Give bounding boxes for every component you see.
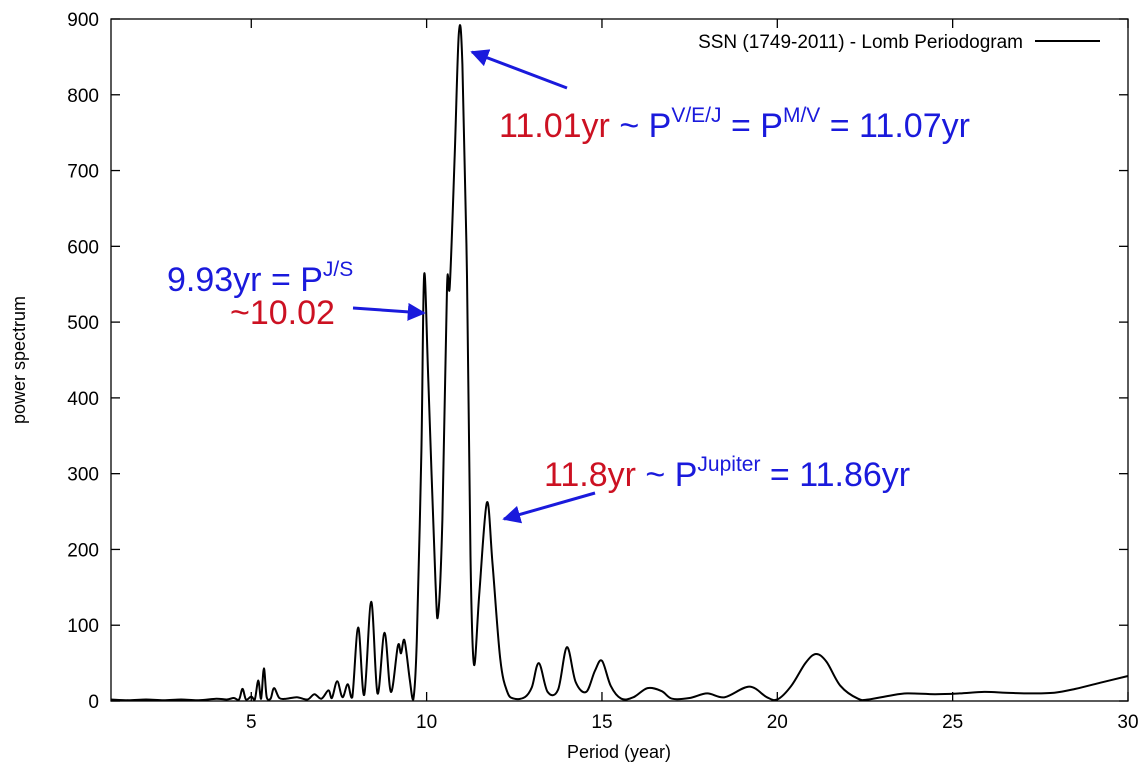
y-tick-label: 200: [67, 540, 99, 561]
x-tick-label: 10: [416, 712, 437, 733]
x-tick-label: 15: [591, 712, 612, 733]
annotation-secondary-peak: 9.93yr = PJ/S ~10.02: [167, 258, 426, 332]
legend: SSN (1749-2011) - Lomb Periodogram: [698, 32, 1100, 53]
y-axis-ticks: 0 100 200 300 400 500 600 700 800 900: [67, 10, 1128, 713]
annotation-secondary-peak-line2: ~10.02: [230, 294, 335, 332]
y-tick-label: 500: [67, 313, 99, 334]
y-tick-label: 100: [67, 616, 99, 637]
x-axis-ticks: 5 10 15 20 25 30: [246, 19, 1139, 733]
annotation-jupiter-peak: 11.8yr ~ PJupiter = 11.86yr: [502, 453, 910, 524]
x-tick-label: 25: [942, 712, 963, 733]
y-tick-label: 900: [67, 10, 99, 31]
y-tick-label: 0: [88, 692, 99, 713]
series-line: [110, 24, 1129, 702]
x-tick-label: 5: [246, 712, 257, 733]
y-tick-label: 600: [67, 237, 99, 258]
y-tick-label: 700: [67, 162, 99, 183]
y-axis-label: power spectrum: [9, 296, 29, 424]
annotation-secondary-peak-arrow: [352, 302, 426, 321]
annotation-main-peak-arrow: [470, 49, 568, 90]
x-tick-label: 20: [767, 712, 788, 733]
annotation-main-peak: 11.01yr ~ PV/E/J = PM/V = 11.07yr: [470, 49, 970, 145]
x-tick-label: 30: [1117, 712, 1138, 733]
plot-frame: [110, 18, 1129, 702]
y-tick-label: 800: [67, 86, 99, 107]
annotation-main-peak-text: 11.01yr ~ PV/E/J = PM/V = 11.07yr: [499, 104, 970, 145]
y-tick-label: 400: [67, 389, 99, 410]
legend-label: SSN (1749-2011) - Lomb Periodogram: [698, 32, 1023, 53]
annotation-secondary-peak-text: 9.93yr = PJ/S: [167, 258, 353, 299]
x-axis-label: Period (year): [567, 742, 671, 762]
y-tick-label: 300: [67, 465, 99, 486]
annotation-jupiter-peak-arrow: [502, 491, 596, 524]
annotation-jupiter-peak-text: 11.8yr ~ PJupiter = 11.86yr: [544, 453, 910, 494]
